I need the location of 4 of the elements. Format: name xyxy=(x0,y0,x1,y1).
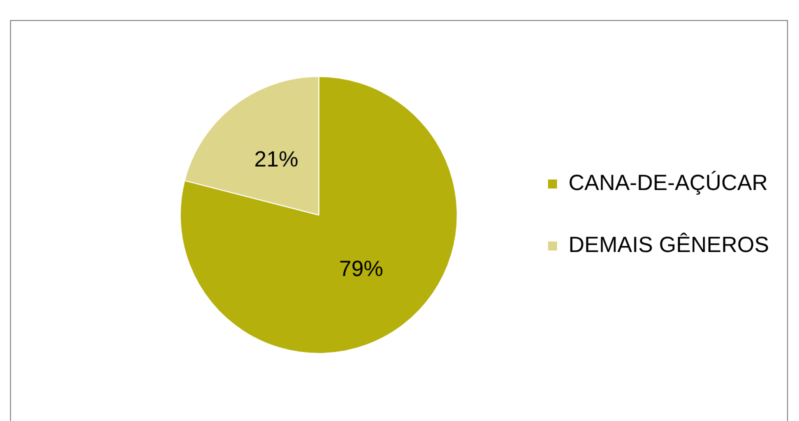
data-label: 21% xyxy=(254,146,298,172)
data-label: 79% xyxy=(339,256,384,281)
legend-label: DEMAIS GÊNEROS xyxy=(568,232,770,258)
legend-label: CANA-DE-AÇÚCAR xyxy=(568,170,768,196)
